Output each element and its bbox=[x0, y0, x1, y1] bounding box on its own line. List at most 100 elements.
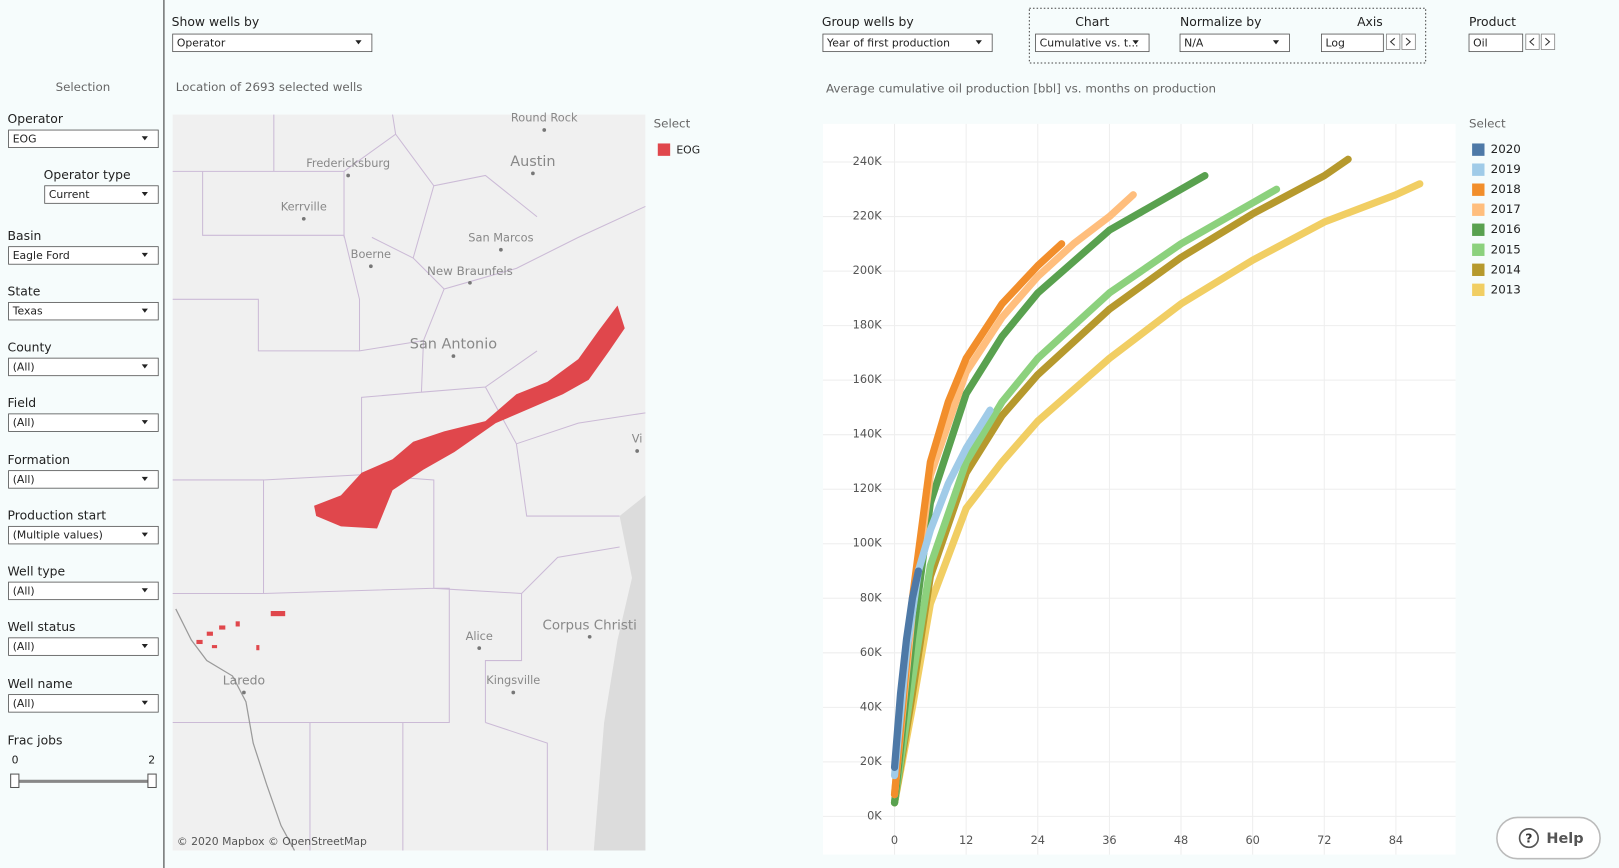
filter-label: State bbox=[8, 285, 41, 299]
dropdown-value: Current bbox=[49, 188, 90, 201]
map-legend-title: Select bbox=[654, 116, 691, 130]
place-label: Fredericksburg bbox=[306, 156, 390, 170]
slider-max: 2 bbox=[148, 754, 155, 767]
legend-label[interactable]: 2016 bbox=[1491, 222, 1521, 236]
dropdown-arrow bbox=[141, 364, 148, 369]
legend-label[interactable]: 2014 bbox=[1491, 262, 1521, 276]
dropdown[interactable] bbox=[8, 246, 159, 265]
dropdown[interactable] bbox=[8, 581, 159, 601]
filter-label: Production start bbox=[8, 509, 107, 523]
step-button[interactable] bbox=[1540, 33, 1556, 50]
legend-swatch[interactable] bbox=[657, 143, 671, 156]
dropdown[interactable] bbox=[822, 33, 993, 53]
dropdown-arrow bbox=[1272, 40, 1280, 45]
legend-label[interactable]: EOG bbox=[676, 144, 700, 157]
chart-controls-frame bbox=[1028, 7, 1427, 64]
legend-swatch[interactable] bbox=[1472, 203, 1485, 216]
legend-swatch[interactable] bbox=[1472, 183, 1485, 196]
help-icon-glyph: ? bbox=[1525, 832, 1532, 846]
dropdown[interactable] bbox=[1179, 33, 1290, 53]
y-tick-label: 140K bbox=[853, 427, 883, 441]
dropdown-arrow bbox=[141, 136, 148, 141]
dropdown-arrow bbox=[141, 420, 148, 425]
series-line[interactable] bbox=[890, 180, 1424, 807]
filter-label: County bbox=[8, 340, 52, 354]
filter-label: Well type bbox=[8, 564, 66, 578]
control-label: Axis bbox=[1357, 15, 1383, 29]
legend-swatch[interactable] bbox=[1472, 283, 1485, 297]
place-label: New Braunfels bbox=[427, 264, 513, 278]
dropdown-arrow bbox=[1132, 40, 1139, 45]
place-dot bbox=[242, 690, 246, 695]
legend-label[interactable]: 2020 bbox=[1491, 142, 1521, 156]
place-dot bbox=[346, 173, 351, 178]
legend-swatch[interactable] bbox=[1472, 143, 1485, 156]
y-tick-label: 20K bbox=[860, 754, 882, 768]
place-label: San Antonio bbox=[410, 337, 497, 353]
place-label: Round Rock bbox=[511, 111, 578, 125]
slider-handle[interactable] bbox=[147, 773, 157, 789]
legend-label[interactable]: 2017 bbox=[1491, 202, 1521, 216]
x-tick-label: 0 bbox=[891, 833, 898, 847]
map[interactable] bbox=[172, 114, 646, 851]
y-tick-label: 120K bbox=[853, 481, 883, 495]
chart-title: Average cumulative oil production [bbl] … bbox=[826, 81, 1216, 95]
place-dot bbox=[301, 216, 306, 221]
legend-label[interactable]: 2013 bbox=[1491, 282, 1521, 296]
dropdown-value: Operator bbox=[177, 36, 226, 49]
dropdown[interactable] bbox=[44, 185, 159, 204]
dropdown-value: Eagle Ford bbox=[13, 249, 70, 262]
filter-label: Field bbox=[8, 396, 37, 410]
map-background bbox=[172, 114, 646, 851]
step-button[interactable] bbox=[1386, 33, 1401, 50]
dropdown[interactable] bbox=[1321, 33, 1384, 53]
dropdown[interactable] bbox=[8, 525, 159, 545]
place-dot bbox=[635, 449, 639, 453]
x-tick-label: 24 bbox=[1031, 833, 1045, 847]
dropdown[interactable] bbox=[1035, 33, 1150, 53]
series-line[interactable] bbox=[890, 567, 922, 771]
series-line[interactable] bbox=[890, 185, 1281, 807]
dropdown-value: Oil bbox=[1473, 36, 1488, 49]
x-tick-label: 36 bbox=[1102, 833, 1116, 847]
y-tick-label: 60K bbox=[860, 645, 882, 659]
dropdown[interactable] bbox=[8, 637, 159, 656]
legend-swatch[interactable] bbox=[1472, 163, 1485, 176]
control-label: Group wells by bbox=[822, 15, 914, 29]
legend-swatch[interactable] bbox=[1472, 243, 1485, 256]
dropdown-arrow bbox=[141, 588, 148, 593]
county-lines bbox=[172, 114, 646, 851]
place-dot bbox=[451, 354, 456, 358]
place-label: Austin bbox=[510, 154, 555, 170]
dropdown[interactable] bbox=[8, 301, 159, 321]
dropdown-arrow bbox=[141, 476, 148, 481]
dropdown[interactable] bbox=[1468, 33, 1524, 53]
dropdown-arrow bbox=[975, 40, 982, 45]
dropdown[interactable] bbox=[8, 129, 159, 149]
dropdown[interactable] bbox=[8, 694, 159, 713]
dropdown-value: EOG bbox=[13, 132, 37, 145]
help-label[interactable]: Help bbox=[1546, 831, 1583, 847]
x-tick-label: 48 bbox=[1174, 833, 1188, 847]
step-arrow bbox=[1545, 37, 1551, 46]
legend-swatch[interactable] bbox=[1472, 263, 1485, 276]
step-button[interactable] bbox=[1525, 33, 1540, 50]
legend-label[interactable]: 2015 bbox=[1491, 242, 1521, 256]
dropdown[interactable] bbox=[172, 33, 373, 53]
dropdown[interactable] bbox=[8, 357, 159, 377]
filter-label: Well name bbox=[8, 677, 73, 691]
place-label: Corpus Christi bbox=[542, 618, 636, 633]
help-button[interactable] bbox=[1496, 816, 1601, 860]
dropdown-value: (All) bbox=[13, 360, 35, 373]
legend-swatch[interactable] bbox=[1472, 223, 1485, 236]
dropdown[interactable] bbox=[8, 413, 159, 432]
filter-label: Well status bbox=[8, 620, 76, 634]
legend-label[interactable]: 2019 bbox=[1491, 162, 1521, 176]
dropdown-value: (All) bbox=[13, 697, 35, 710]
step-arrow bbox=[1389, 37, 1396, 46]
slider-handle[interactable] bbox=[10, 773, 20, 789]
legend-label[interactable]: 2018 bbox=[1491, 182, 1521, 196]
step-button[interactable] bbox=[1401, 33, 1416, 50]
dropdown[interactable] bbox=[8, 470, 159, 489]
